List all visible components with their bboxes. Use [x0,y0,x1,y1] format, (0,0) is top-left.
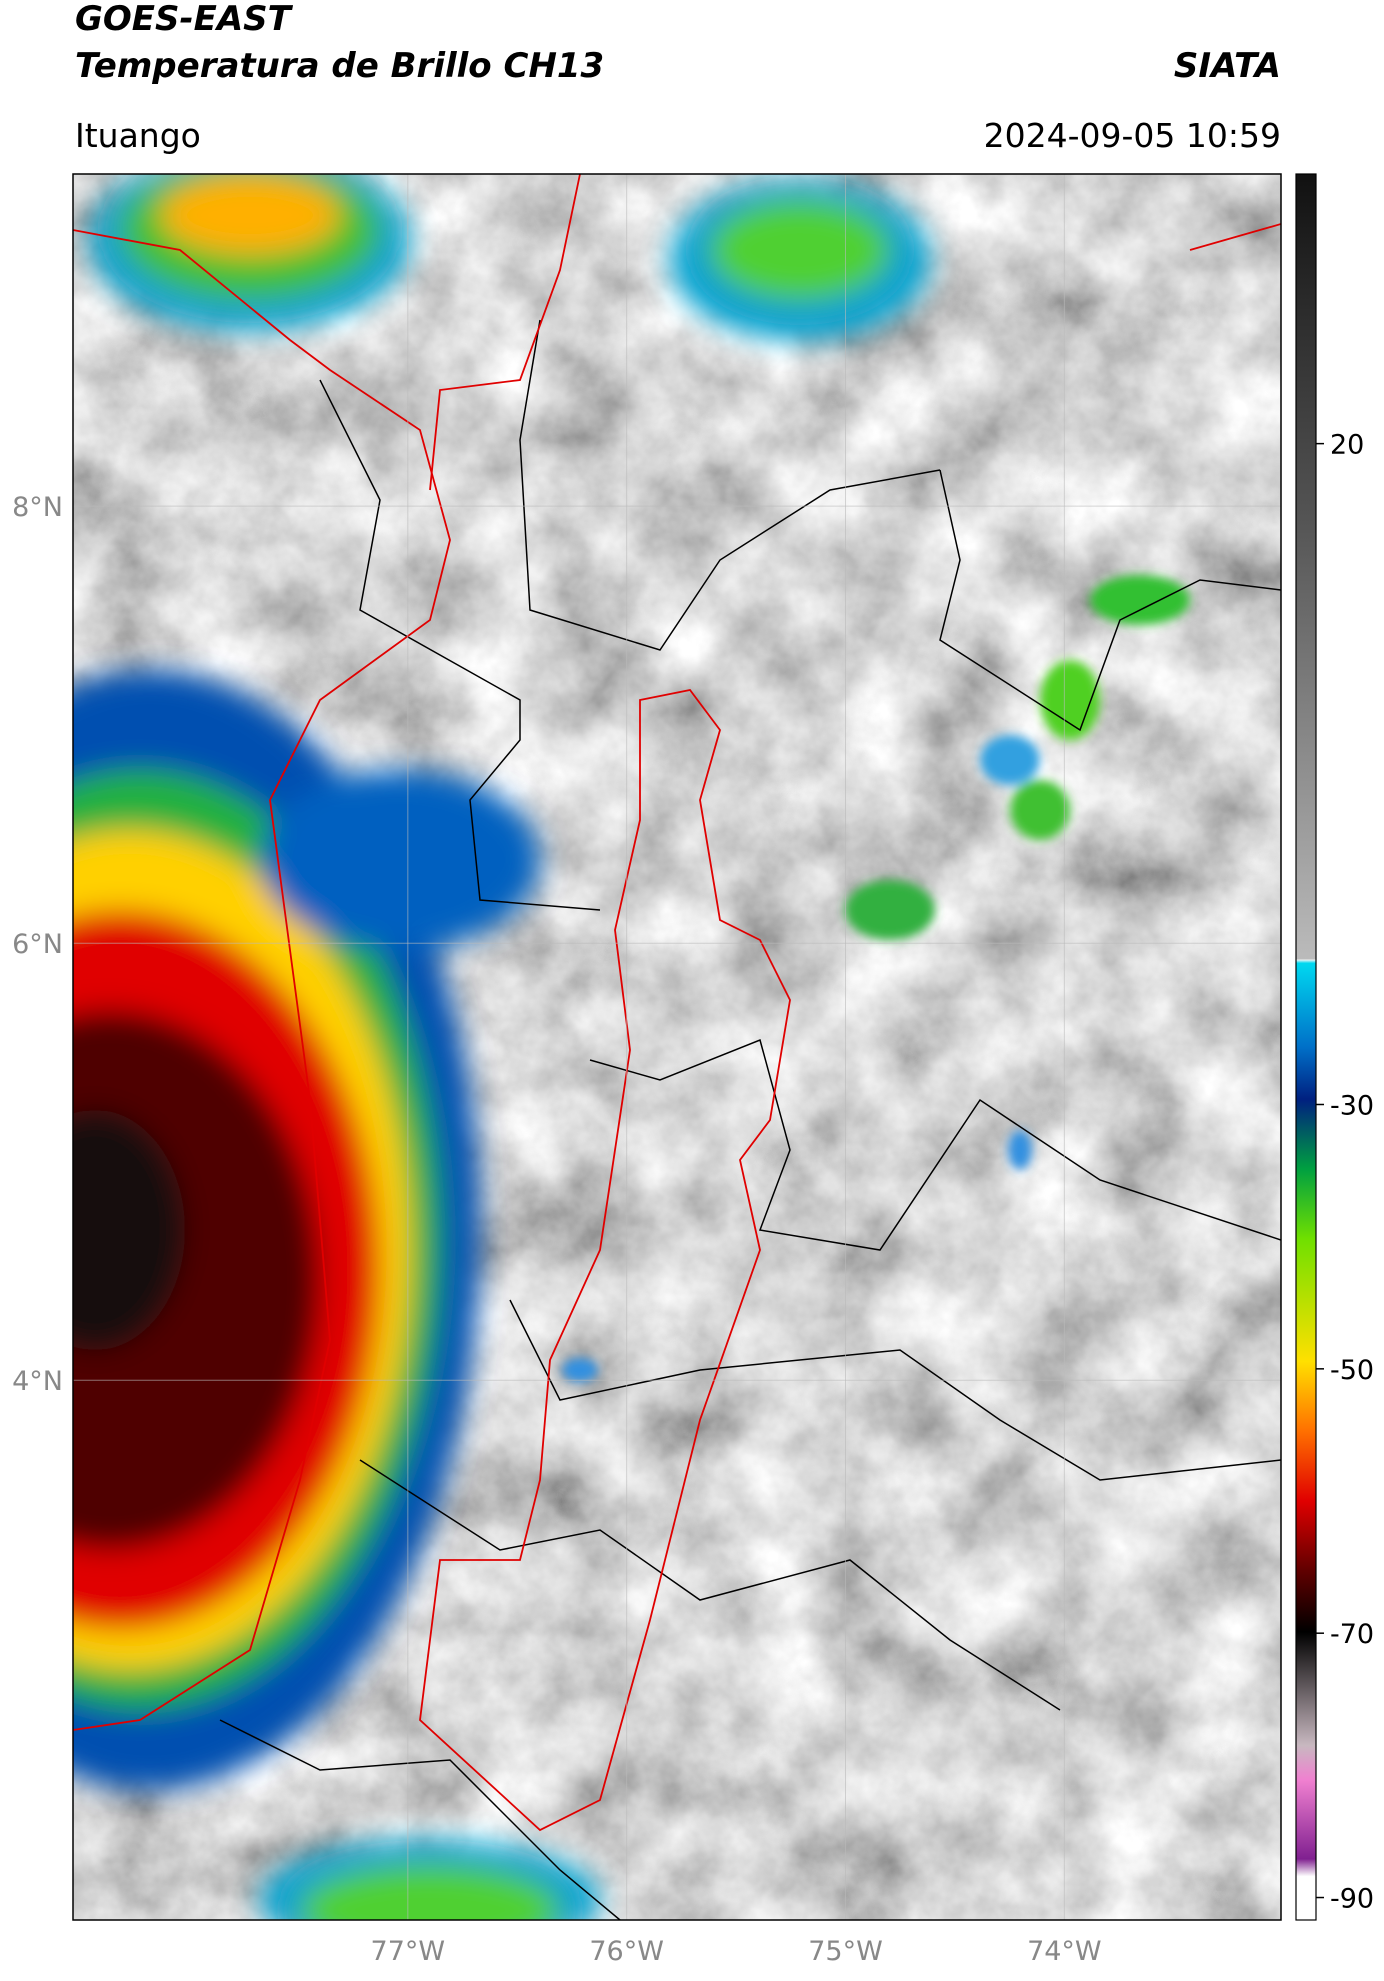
datetime: 2024-09-05 10:59 [984,116,1281,155]
lon-label: 74°W [1027,1936,1102,1967]
lat-label: 4°N [12,1366,63,1397]
map-frame [72,173,1282,1921]
colorbar-label: 20 [1330,430,1364,461]
colorbar [1295,173,1317,1921]
colorbar-label: -90 [1330,1884,1374,1915]
location: Ituango [75,116,201,155]
lat-label: 6°N [12,929,63,960]
satellite-image [73,174,1281,1920]
colorbar-label: -70 [1330,1619,1374,1650]
colorbar-label: -50 [1330,1355,1374,1386]
graticule [73,174,1281,1920]
subtitle: Temperatura de Brillo CH13 [75,46,604,86]
lon-label: 76°W [589,1936,664,1967]
source: SIATA [1174,46,1281,86]
lon-label: 77°W [371,1936,446,1967]
title: GOES-EAST [75,0,294,39]
colorbar-label: -30 [1330,1090,1374,1121]
lon-label: 75°W [808,1936,883,1967]
lat-label: 8°N [12,492,63,523]
